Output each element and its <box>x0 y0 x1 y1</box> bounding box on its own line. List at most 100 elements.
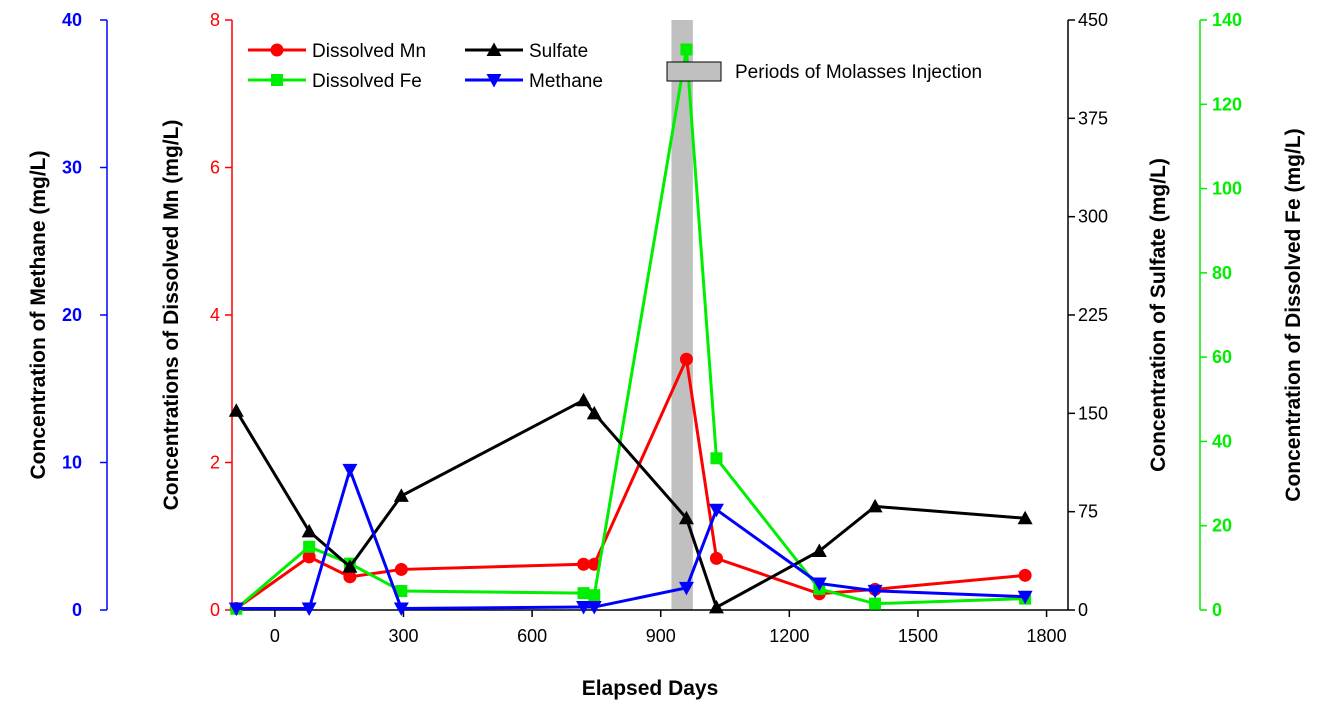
dissolved-mn-point <box>302 550 316 564</box>
dissolved-fe-point <box>395 585 408 598</box>
legend-marker <box>486 74 502 88</box>
fe-axis-title: Concentration of Dissolved Fe (mg/L) <box>1282 128 1305 501</box>
fe-tick-label: 80 <box>1212 263 1232 283</box>
legend-label: Periods of Molasses Injection <box>735 62 982 83</box>
dissolved-fe-point <box>710 452 723 465</box>
fe-axis: 0 20 40 60 80 100 120 140 Concentration of Disso… <box>1199 10 1305 620</box>
x-tick-label: 300 <box>388 626 418 646</box>
legend-item-molasses: Periods of Molasses Injection <box>666 61 982 83</box>
sulfate-tick-label: 75 <box>1078 502 1098 522</box>
methane-point <box>228 602 244 617</box>
sulfate-tick-label: 150 <box>1078 403 1108 423</box>
sulfate-point <box>228 403 244 417</box>
x-tick-label: 1200 <box>769 626 809 646</box>
dissolved-fe-point <box>577 587 590 600</box>
sulfate-point <box>867 498 883 513</box>
legend-label: Dissolved Fe <box>312 71 422 92</box>
x-tick-label: 0 <box>270 626 280 646</box>
legend-label: Methane <box>529 71 603 92</box>
dissolved-mn-point <box>679 352 693 366</box>
sulfate-tick-label: 300 <box>1078 207 1108 227</box>
dissolved-mn-point <box>343 570 357 584</box>
dissolved-fe-point <box>303 540 316 553</box>
methane-point <box>867 584 883 599</box>
legend: Dissolved Mn Sulfate Dissolved Fe Methane Pe… <box>248 41 982 92</box>
sulfate-point <box>393 488 409 502</box>
dissolved-fe-point <box>680 43 693 56</box>
legend-item-dissolved-fe: Dissolved Fe <box>248 71 422 92</box>
mn-tick-label: 4 <box>210 305 220 325</box>
methane-point <box>576 601 592 615</box>
methane-tick-label: 20 <box>62 305 82 325</box>
sulfate-point <box>342 559 358 573</box>
sulfate-tick-label: 450 <box>1078 10 1108 30</box>
methane-point <box>393 602 409 617</box>
dissolved-mn-point <box>1018 568 1032 582</box>
dissolved-mn-point <box>709 551 723 565</box>
x-tick-label: 1800 <box>1027 626 1067 646</box>
legend-item-dissolved-mn: Dissolved Mn <box>248 41 426 62</box>
sulfate-tick-label: 375 <box>1078 108 1108 128</box>
sulfate-point <box>301 523 317 538</box>
sulfate-point <box>678 510 694 525</box>
molasses-injection-band <box>671 20 693 610</box>
methane-point <box>1017 590 1033 605</box>
sulfate-point <box>1017 510 1033 525</box>
sulfate-tick-label: 0 <box>1078 600 1088 620</box>
methane-series <box>228 463 1033 617</box>
sulfate-tick-label: 225 <box>1078 305 1108 325</box>
sulfate-series <box>228 392 1033 614</box>
mn-tick-label: 0 <box>210 600 220 620</box>
dissolved-fe-point <box>869 597 882 610</box>
x-axis-title: Elapsed Days <box>582 677 719 700</box>
x-tick-label: 900 <box>646 626 676 646</box>
fe-tick-label: 120 <box>1212 94 1242 114</box>
fe-tick-label: 140 <box>1212 10 1242 30</box>
methane-point <box>678 581 694 596</box>
mn-axis: 0 2 4 6 8 Concentrations of Dissolved Mn (mg/… <box>160 10 232 620</box>
x-tick-label: 600 <box>517 626 547 646</box>
dissolved-mn-point <box>394 562 408 576</box>
methane-point <box>586 601 602 615</box>
sulfate-point <box>811 543 827 557</box>
mn-tick-label: 8 <box>210 10 220 30</box>
fe-tick-label: 60 <box>1212 347 1232 367</box>
sulfate-axis: 0 75 150 225 300 375 450 Concentration of Sulfa… <box>1068 10 1170 620</box>
mn-tick-label: 6 <box>210 158 220 178</box>
methane-point <box>301 602 317 617</box>
methane-axis-title: Concentration of Methane (mg/L) <box>27 151 50 480</box>
series-layer <box>228 43 1033 617</box>
x-axis: 0 300 600 900 1200 1500 1800 <box>270 610 1067 646</box>
methane-tick-label: 10 <box>62 453 82 473</box>
sulfate-point <box>708 599 724 614</box>
methane-point <box>811 577 827 591</box>
methane-axis: 0 10 20 30 40 Concentration of Methane (mg/L) <box>27 10 108 620</box>
methane-tick-label: 40 <box>62 10 82 30</box>
methane-point <box>342 463 358 478</box>
legend-swatch <box>666 61 722 82</box>
methane-tick-label: 0 <box>72 600 82 620</box>
dissolved-fe-series <box>230 43 1032 615</box>
methane-point <box>708 503 724 518</box>
mn-tick-label: 2 <box>210 453 220 473</box>
legend-marker <box>486 42 502 56</box>
sulfate-point <box>576 392 592 407</box>
mn-axis-title: Concentrations of Dissolved Mn (mg/L) <box>160 120 183 511</box>
legend-marker <box>271 74 283 86</box>
dissolved-mn-point <box>577 557 591 571</box>
fe-tick-label: 0 <box>1212 600 1222 620</box>
dissolved-fe-point <box>588 589 601 602</box>
legend-item-methane: Methane <box>465 71 603 92</box>
fe-tick-label: 40 <box>1212 431 1232 451</box>
legend-marker <box>270 43 284 57</box>
x-tick-label: 1500 <box>898 626 938 646</box>
legend-label: Sulfate <box>529 41 588 62</box>
sulfate-point <box>586 405 602 420</box>
fe-tick-label: 100 <box>1212 179 1242 199</box>
legend-label: Dissolved Mn <box>312 41 426 62</box>
fe-tick-label: 20 <box>1212 516 1232 536</box>
methane-tick-label: 30 <box>62 158 82 178</box>
